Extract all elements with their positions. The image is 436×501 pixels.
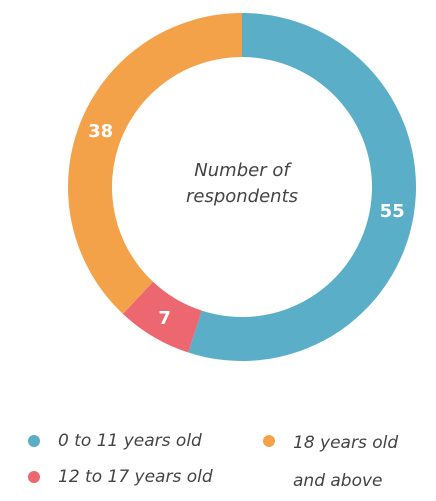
value-label: 38 bbox=[88, 121, 113, 142]
legend-item: 0 to 11 years old bbox=[22, 424, 257, 460]
chart: 55 7 38 Number of respondents bbox=[68, 12, 417, 362]
center-label: respondents bbox=[186, 186, 298, 207]
value-label: 55 bbox=[380, 201, 405, 222]
legend-swatch bbox=[28, 435, 40, 447]
donut-segment bbox=[122, 281, 202, 353]
legend-swatch bbox=[28, 471, 40, 483]
legend-label: 12 to 17 years old bbox=[58, 467, 213, 487]
donut-segment bbox=[68, 13, 242, 314]
legend-label: 0 to 11 years old bbox=[58, 431, 202, 451]
donut-segment bbox=[188, 12, 417, 362]
legend-item: 12 to 17 years old bbox=[22, 460, 257, 496]
legend-label: 18 years old and above bbox=[293, 433, 399, 491]
legend: 0 to 11 years old 12 to 17 years old 18 ye… bbox=[22, 424, 422, 496]
legend-swatch bbox=[263, 435, 275, 447]
center-label: Number of bbox=[194, 160, 292, 181]
legend-item: 18 years old and above bbox=[257, 424, 422, 496]
value-label: 7 bbox=[158, 308, 171, 329]
